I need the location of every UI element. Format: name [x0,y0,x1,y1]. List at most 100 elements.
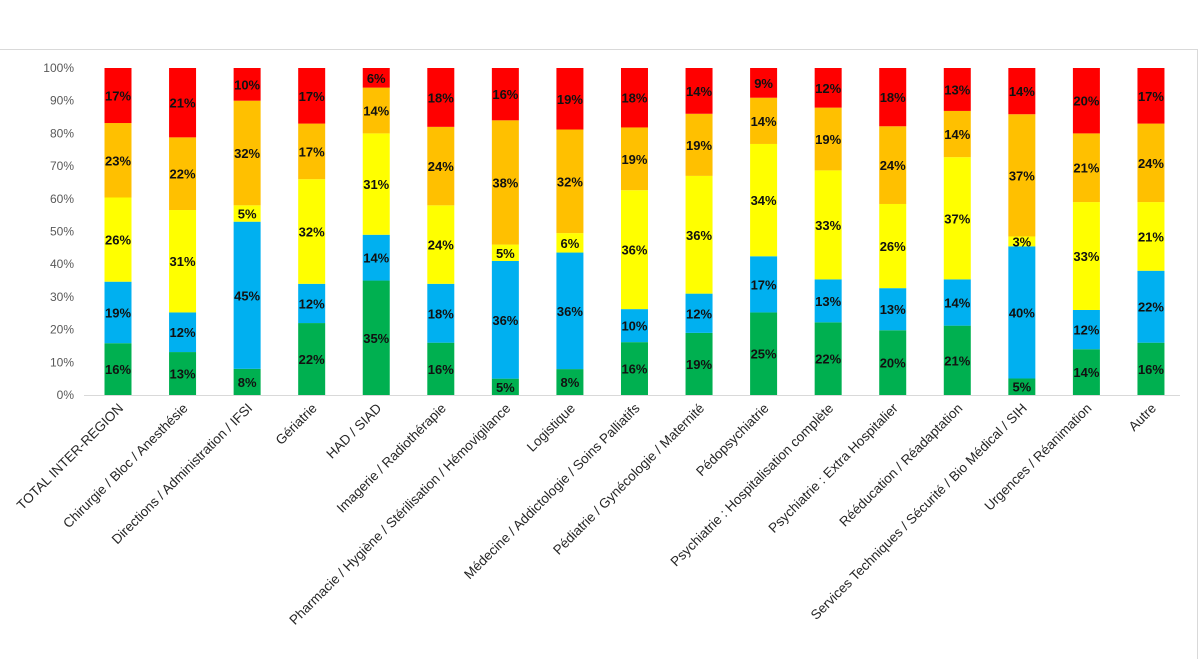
data-label: 23% [105,153,131,168]
x-tick-label: HAD / SIAD [323,400,384,461]
bar-segment [879,330,907,395]
data-label: 21% [1138,229,1164,244]
bar-segment [104,68,132,124]
bar-segment [814,322,842,395]
data-label: 17% [1138,89,1164,104]
data-label: 19% [105,305,131,320]
x-tick-label: Directions / Administration / IFSI [109,401,255,547]
data-label: 10% [621,319,647,334]
bar-segment [943,279,971,326]
bar-segment [879,288,907,331]
data-label: 18% [428,306,454,321]
data-label: 38% [492,175,518,190]
data-label: 8% [238,375,257,390]
bar-segment [104,281,132,344]
bar-segment [943,110,971,158]
chart-area: 0% 10% 20% 30% 40% 50% 60% 70% 80% 90% 100% 16% 19%… [0,49,1198,659]
bar-segment [685,332,713,395]
bar-segment [1008,246,1036,379]
bar-segment [1008,378,1036,395]
data-label: 19% [686,357,712,372]
bar-segment [1137,270,1165,343]
data-label: 19% [557,92,583,107]
bar-segment [104,123,132,198]
data-label: 14% [1073,365,1099,380]
data-label: 22% [170,167,196,182]
data-label: 13% [944,82,970,97]
bar-segment [169,312,197,353]
data-label: 21% [1073,161,1099,176]
data-label: 16% [428,362,454,377]
bar-segment [943,68,971,111]
bar-segment [491,260,519,379]
bar-segment [1008,68,1036,115]
bar-segment [427,68,455,127]
bar-segment [879,68,907,127]
data-label: 31% [363,177,389,192]
bar-segment [362,68,390,88]
bar-stack: 16% 22% 21% 24% 17% [1137,68,1165,395]
bar-stack: 21% 14% 37% 14% 13% [943,68,971,395]
bar-stack: 5% 40% 3% 37% 14% [1008,68,1036,395]
data-label: 32% [234,146,260,161]
bar-stack: 20% 13% 26% 24% 18% [879,68,907,395]
x-tick-label: Pharmacie / Hygiène / Stérilisation / Hé… [286,401,513,628]
bar-segment [169,352,197,395]
bar-segment [362,234,390,281]
bar-stack: 22% 12% 32% 17% 17% [298,68,326,395]
bar-stack: 16% 19% 26% 23% 17% [104,68,132,395]
data-label: 40% [1009,305,1035,320]
bar-segment [556,252,584,370]
bar-stack: 14% 12% 33% 21% 20% [1072,68,1100,395]
bar-segment [814,68,842,108]
data-label: 32% [299,225,325,240]
data-label: 8% [561,375,580,390]
data-label: 12% [299,296,325,311]
data-label: 18% [428,90,454,105]
bar-segment [233,205,261,222]
bar-segment [1072,133,1100,203]
y-tick-label: 30% [50,290,74,304]
x-tick-label: Psychiatrie : Extra Hospitalier [766,400,902,536]
bar-stack: 19% 12% 36% 19% 14% [685,68,713,395]
bar-stacks: 16% 19% 26% 23% 17% 13% 12% 31% 22% 21% 8% 45% 5% 32%… [104,68,1165,395]
bar-segment [491,378,519,395]
data-label: 17% [299,144,325,159]
bar-segment [620,190,648,310]
bar-segment [169,68,197,138]
bar-segment [104,343,132,395]
bar-segment [169,210,197,313]
data-label: 33% [815,218,841,233]
bar-segment [298,179,326,284]
bar-segment [427,342,455,395]
data-label: 18% [621,91,647,106]
x-tick-label: Imagerie / Radiothérapie [334,401,449,516]
bar-segment [233,221,261,369]
data-label: 20% [880,356,906,371]
bar-segment [814,279,842,323]
bar-segment [620,68,648,128]
data-label: 14% [1009,84,1035,99]
bar-stack: 22% 13% 33% 19% 12% [814,68,842,395]
data-label: 36% [557,304,583,319]
bar-segment [1072,309,1100,350]
bar-segment [1137,68,1165,124]
bar-segment [233,68,261,101]
data-label: 17% [105,89,131,104]
data-label: 36% [686,228,712,243]
y-tick-label: 100% [43,61,74,75]
x-tick-label: Logistique [524,401,578,455]
x-tick-label: TOTAL INTER-REGION [14,401,126,513]
data-label: 10% [234,77,260,92]
data-label: 9% [754,76,773,91]
data-label: 12% [170,325,196,340]
data-label: 5% [238,207,257,222]
bar-stack: 8% 36% 6% 32% 19% [556,68,584,395]
x-tick-label: Autre [1126,401,1159,434]
data-label: 24% [880,158,906,173]
data-label: 16% [621,362,647,377]
y-tick-label: 60% [50,192,74,206]
bar-segment [556,233,584,253]
bar-segment [943,157,971,280]
